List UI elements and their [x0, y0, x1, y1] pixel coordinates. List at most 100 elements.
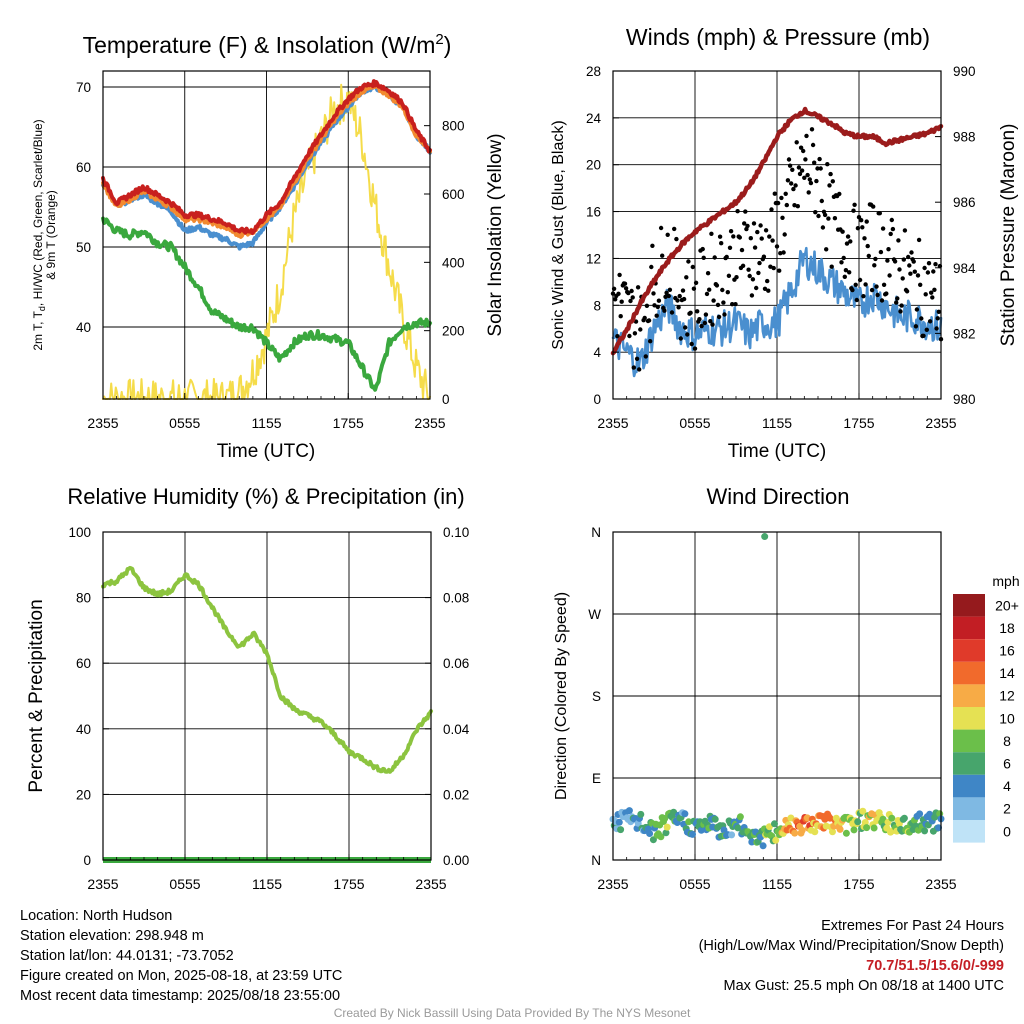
gust-point [787, 163, 793, 168]
gust-point [815, 166, 820, 171]
gust-point [909, 250, 914, 255]
x-tick-label: 2355 [925, 876, 956, 892]
gust-point [768, 264, 773, 269]
direction-point [759, 842, 767, 850]
gust-point [840, 229, 845, 234]
y-tick-label-left: 60 [76, 656, 91, 671]
gust-point [616, 291, 621, 296]
gust-point [818, 166, 823, 171]
x-tick-label: 2355 [925, 415, 956, 431]
temperature-xlabel: Time (UTC) [217, 441, 316, 462]
gust-point [627, 333, 632, 339]
colorbar-label: 6 [1003, 756, 1011, 772]
gust-point [785, 178, 791, 183]
gust-point [934, 326, 939, 331]
temperature-series [101, 79, 432, 400]
colorbar-swatch [953, 616, 985, 640]
gust-point [781, 250, 786, 255]
temperature-panel: Temperature (F) & Insolation (W/m2) 2355… [31, 31, 506, 462]
gust-point [888, 231, 893, 237]
gust-point [913, 324, 919, 329]
direction-point [863, 824, 871, 832]
temperature-ylabel-line2: & 9m T (Orange) [44, 190, 58, 280]
winds-ylabel-left: Sonic Wind & Gust (Blue, Black) [550, 120, 567, 349]
gust-point [675, 298, 680, 303]
winds-ticks: 2355 0555 1155 1755 2355 0 4 8 12 16 20 24 28 980 982 9… [586, 64, 976, 431]
gust-point [817, 156, 822, 162]
y-tick-label-right: 0.00 [443, 853, 469, 868]
gust-point [734, 275, 739, 280]
direction-point [720, 826, 728, 834]
colorbar-label: 8 [1003, 733, 1011, 749]
colorbar-swatch [953, 639, 985, 662]
gust-point [701, 255, 706, 260]
gust-point [904, 289, 910, 294]
gust-point [665, 232, 670, 237]
gust-point [688, 310, 693, 315]
direction-point [772, 836, 780, 844]
extremes-heading: Extremes For Past 24 Hours [821, 918, 1004, 934]
gust-point [827, 183, 832, 188]
series-line-temp [101, 79, 432, 235]
gust-point [862, 236, 867, 241]
gust-point [715, 302, 721, 308]
max-gust: Max Gust: 25.5 mph On 08/18 at 1400 UTC [723, 978, 1004, 994]
gust-point [664, 290, 669, 295]
gust-point [782, 232, 787, 237]
gust-point [806, 190, 811, 195]
x-tick-label: 2355 [87, 876, 118, 892]
gust-point [660, 253, 665, 258]
y-tick-label-right: 0.10 [443, 525, 469, 540]
gust-point [845, 234, 851, 239]
x-tick-label: 1755 [333, 876, 364, 892]
gust-point [779, 195, 784, 201]
gust-point [654, 313, 659, 318]
direction-point [734, 824, 742, 832]
gust-point [774, 244, 780, 249]
gust-point [716, 314, 722, 320]
gust-point [864, 219, 869, 224]
colorbar-swatch [953, 594, 985, 617]
colorbar-swatch [953, 684, 985, 707]
gust-point [681, 296, 687, 302]
gust-point [623, 286, 629, 291]
y-tick-label-right: 984 [953, 261, 976, 276]
y-tick-label-left: S [592, 689, 601, 704]
gust-point [805, 172, 810, 178]
y-tick-label-left: 0 [593, 392, 601, 407]
gust-point [936, 309, 941, 314]
gust-point [869, 287, 875, 293]
gust-point [705, 271, 711, 276]
gust-point [851, 208, 856, 213]
y-tick-label-left: 20 [586, 158, 601, 173]
gust-point [704, 291, 710, 297]
humidity-ticks: 2355 0555 1155 1755 2355 0 20 40 60 80 100 0.00 0.02… [68, 525, 469, 892]
gust-point [886, 247, 891, 252]
gust-point [739, 247, 745, 253]
gust-point [719, 241, 724, 246]
y-tick-label-left: E [592, 771, 601, 786]
temperature-ylabel: 2m T, Td, HI/WC (Red, Green, Scarlet/Blu… [31, 119, 47, 350]
colorbar-swatch [953, 820, 985, 843]
gust-point [731, 234, 736, 239]
y-tick-label-left: N [591, 853, 601, 868]
gust-point [828, 171, 833, 177]
gust-point [643, 354, 648, 359]
gust-point [613, 297, 618, 302]
gust-point [914, 307, 920, 312]
gust-point [685, 332, 690, 337]
y-tick-label-left: 20 [76, 787, 91, 802]
humidity-panel: Relative Humidity (%) & Precipitation (i… [26, 484, 470, 892]
gust-point [820, 225, 826, 230]
gust-point [890, 226, 896, 232]
gust-point [771, 265, 776, 271]
gust-point [762, 286, 768, 291]
gust-point [727, 245, 733, 250]
gust-point [778, 251, 783, 256]
direction-point [842, 829, 850, 837]
gust-point [810, 142, 816, 148]
gust-point [894, 300, 899, 305]
gust-point [707, 287, 712, 292]
gust-point [830, 179, 835, 184]
gust-point [662, 308, 667, 313]
